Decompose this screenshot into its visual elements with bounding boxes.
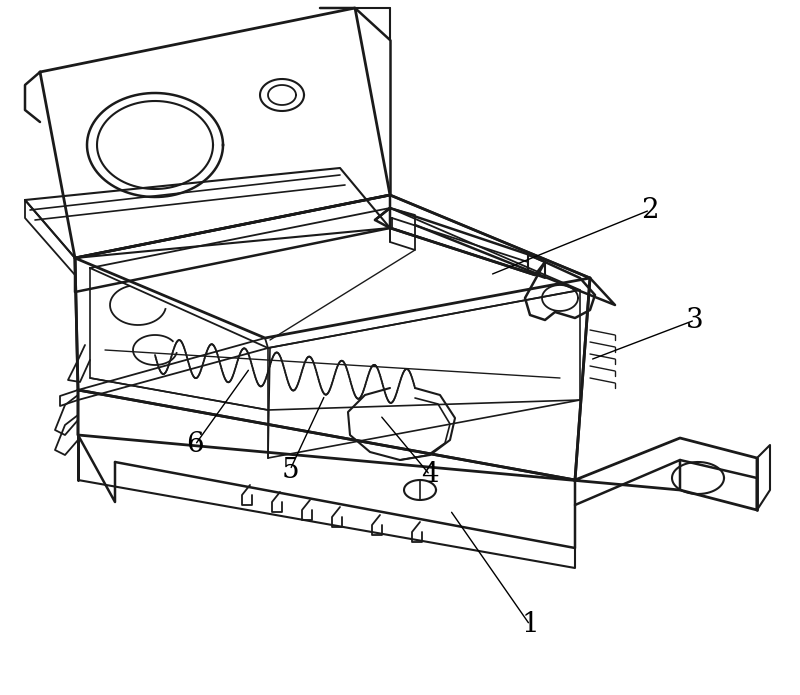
Text: 6: 6 — [186, 432, 204, 459]
Text: 1: 1 — [521, 612, 539, 639]
Text: 4: 4 — [421, 461, 439, 489]
Text: 5: 5 — [281, 457, 299, 484]
Text: 2: 2 — [641, 197, 659, 224]
Text: 3: 3 — [686, 306, 704, 334]
